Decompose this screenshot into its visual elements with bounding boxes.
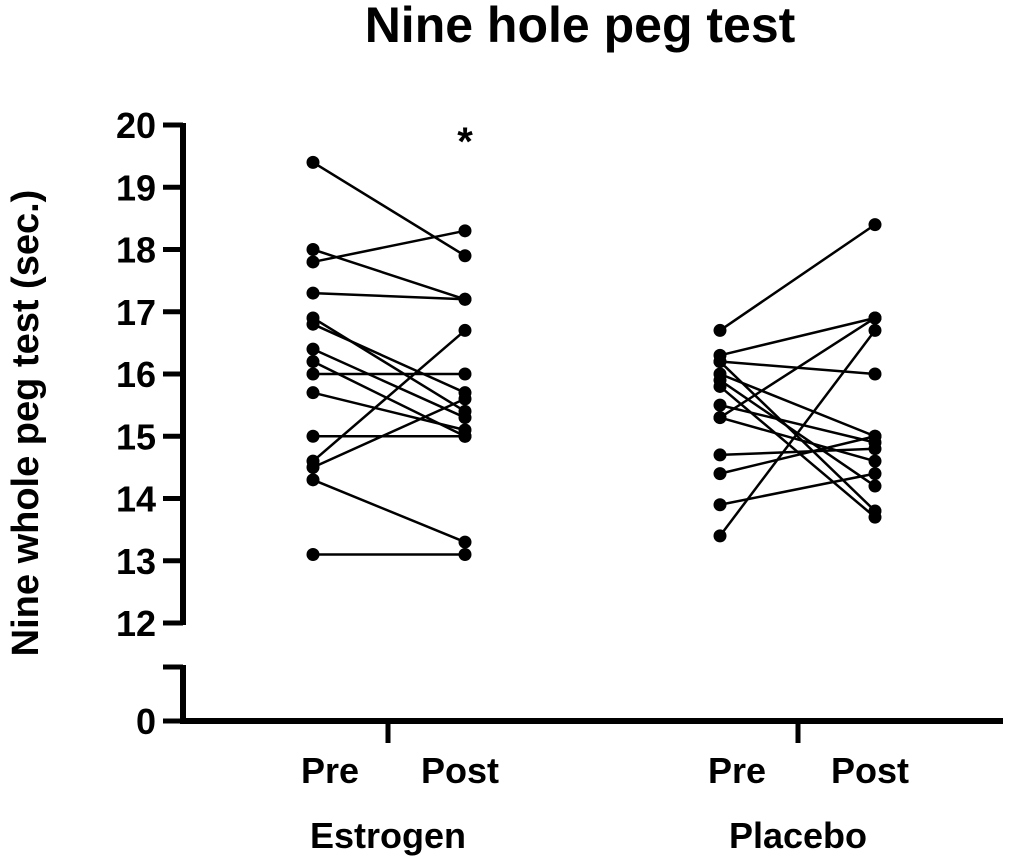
subject-line bbox=[312, 478, 466, 544]
subject-line bbox=[719, 316, 876, 357]
data-point-post bbox=[868, 467, 882, 481]
data-point-pre bbox=[306, 355, 320, 369]
group-estrogen: * bbox=[306, 120, 473, 562]
data-point-post bbox=[458, 429, 472, 443]
y-tick-label: 14 bbox=[116, 479, 156, 520]
data-point-post bbox=[868, 429, 882, 443]
data-point-post bbox=[868, 367, 882, 381]
data-point-post bbox=[868, 479, 882, 493]
data-point-pre bbox=[306, 255, 320, 269]
group-label: Estrogen bbox=[310, 815, 466, 856]
data-point-pre bbox=[306, 548, 320, 562]
data-point-pre bbox=[306, 286, 320, 300]
y-tick-label: 0 bbox=[136, 701, 156, 742]
y-tick-label: 12 bbox=[116, 603, 156, 644]
x-tick-label-pre: Pre bbox=[301, 750, 359, 791]
subject-line bbox=[312, 347, 466, 419]
data-point-pre bbox=[713, 467, 727, 481]
subject-line bbox=[312, 329, 466, 463]
data-point-post bbox=[868, 311, 882, 325]
data-point-pre bbox=[713, 411, 727, 425]
data-point-pre bbox=[306, 317, 320, 331]
y-tick-label: 18 bbox=[116, 230, 156, 271]
data-point-pre bbox=[306, 386, 320, 400]
subject-line bbox=[312, 161, 466, 257]
data-point-post bbox=[868, 442, 882, 456]
data-point-pre bbox=[306, 429, 320, 443]
data-point-pre bbox=[306, 460, 320, 474]
subject-line bbox=[312, 323, 466, 394]
data-point-post bbox=[868, 218, 882, 232]
data-point-pre bbox=[713, 498, 727, 512]
data-point-post bbox=[458, 224, 472, 238]
data-point-pre bbox=[306, 243, 320, 256]
subject-line bbox=[312, 391, 466, 432]
significance-marker: * bbox=[457, 120, 473, 164]
subject-line bbox=[312, 397, 466, 469]
subject-line bbox=[719, 329, 876, 537]
data-point-post bbox=[458, 392, 472, 406]
subject-line bbox=[312, 229, 466, 264]
data-point-pre bbox=[713, 355, 727, 369]
x-tick-label-post: Post bbox=[831, 750, 909, 791]
data-point-post bbox=[868, 510, 882, 524]
y-axis-label: Nine whole peg test (sec.) bbox=[5, 190, 47, 657]
subject-line bbox=[719, 223, 876, 332]
data-point-post bbox=[458, 292, 472, 306]
x-tick-label-post: Post bbox=[421, 750, 499, 791]
y-tick-label: 15 bbox=[116, 416, 156, 457]
axes: 12 13 14 15 16 17 18 19 20 0 bbox=[116, 105, 1003, 743]
subject-line bbox=[719, 416, 876, 463]
data-point-post bbox=[458, 411, 472, 425]
x-axis-labels: Pre Post Estrogen Pre Post Placebo bbox=[301, 750, 909, 856]
data-point-pre bbox=[306, 367, 320, 381]
subject-line bbox=[312, 291, 466, 301]
y-tick-label: 19 bbox=[116, 167, 156, 208]
data-point-pre bbox=[713, 379, 727, 393]
data-point-pre bbox=[306, 473, 320, 487]
data-point-pre bbox=[713, 448, 727, 462]
data-point-post bbox=[458, 548, 472, 562]
data-point-post bbox=[458, 249, 472, 263]
data-point-post bbox=[868, 454, 882, 468]
data-point-pre bbox=[713, 323, 727, 337]
group-label: Placebo bbox=[729, 815, 867, 856]
chart-title: Nine hole peg test bbox=[365, 0, 796, 53]
subject-line bbox=[719, 435, 876, 475]
y-tick-label: 13 bbox=[116, 541, 156, 582]
subject-line bbox=[719, 372, 876, 438]
data-point-pre bbox=[713, 529, 727, 543]
subject-line bbox=[719, 403, 876, 444]
series: * bbox=[306, 120, 882, 562]
data-point-post bbox=[868, 323, 882, 337]
data-point-post bbox=[458, 535, 472, 549]
data-point-post bbox=[458, 323, 472, 337]
data-point-pre bbox=[306, 342, 320, 356]
subject-line bbox=[719, 447, 876, 457]
subject-line bbox=[719, 316, 876, 419]
y-tick-label: 16 bbox=[116, 354, 156, 395]
x-tick-label-pre: Pre bbox=[708, 750, 766, 791]
group-placebo bbox=[713, 218, 882, 543]
subject-line bbox=[719, 360, 876, 512]
y-tick-label: 20 bbox=[116, 105, 156, 146]
subject-line bbox=[312, 316, 466, 413]
y-tick-label: 17 bbox=[116, 292, 156, 333]
data-point-post bbox=[458, 367, 472, 381]
data-point-pre bbox=[713, 398, 727, 412]
data-point-pre bbox=[306, 155, 320, 169]
